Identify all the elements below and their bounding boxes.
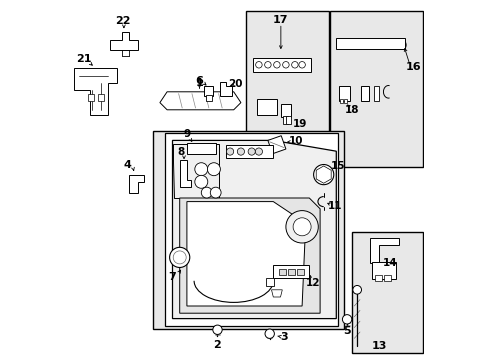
Polygon shape [179,160,190,187]
Bar [246,11,328,167]
Circle shape [237,148,244,155]
Circle shape [313,165,333,185]
Polygon shape [160,92,241,110]
Bar [339,86,349,101]
Circle shape [255,148,262,155]
Text: 11: 11 [327,201,342,211]
Bar [88,94,94,101]
Bar [253,58,310,72]
Text: 14: 14 [382,258,397,268]
Polygon shape [73,68,117,115]
Text: 21: 21 [77,54,92,64]
Text: 3: 3 [280,332,287,342]
Circle shape [207,163,220,176]
Bar [257,99,276,115]
Circle shape [285,211,318,243]
Text: 17: 17 [273,15,288,25]
Text: 2: 2 [213,340,221,350]
Text: 4: 4 [123,160,131,170]
Text: 10: 10 [288,136,302,146]
Polygon shape [129,175,143,193]
Bar [98,94,104,101]
Circle shape [317,169,329,180]
Bar [351,232,422,353]
Text: 12: 12 [305,278,320,288]
Circle shape [194,163,207,176]
Polygon shape [316,166,330,183]
Text: 7: 7 [167,272,175,282]
Polygon shape [172,144,219,198]
Circle shape [255,62,262,68]
Polygon shape [109,32,138,50]
Polygon shape [267,136,285,154]
Text: 20: 20 [228,78,242,89]
Text: 16: 16 [405,62,421,72]
Polygon shape [179,198,320,313]
Bar [336,38,404,49]
Bar [339,99,342,103]
Circle shape [273,62,280,68]
Text: 13: 13 [371,341,386,351]
Text: 22: 22 [115,15,130,26]
Text: 5: 5 [343,326,350,336]
Bar [287,269,294,275]
Circle shape [194,175,207,188]
Circle shape [352,285,361,294]
Bar [374,275,381,281]
Polygon shape [220,82,231,96]
Bar [285,116,291,124]
Circle shape [201,187,212,198]
Bar [384,275,390,281]
Circle shape [226,148,233,155]
Circle shape [210,187,221,198]
Bar [343,99,346,103]
Text: 9: 9 [183,129,190,139]
Bar [152,131,343,329]
Circle shape [292,218,310,236]
Circle shape [264,329,274,338]
Circle shape [264,62,270,68]
Circle shape [342,315,351,324]
Circle shape [247,148,255,155]
Text: 19: 19 [292,119,307,129]
Text: 8: 8 [178,147,185,157]
Bar [371,262,395,279]
Polygon shape [370,238,399,263]
Polygon shape [186,202,305,306]
Polygon shape [280,104,291,117]
Bar [373,86,379,101]
Bar [278,269,285,275]
Bar [361,86,368,101]
Circle shape [282,62,288,68]
Text: 6: 6 [195,76,203,86]
Circle shape [291,62,298,68]
Bar [186,143,215,154]
Text: 1: 1 [195,78,203,88]
Bar [296,269,303,275]
Bar [205,95,212,101]
Circle shape [212,325,222,334]
Circle shape [169,247,189,267]
Bar [283,116,288,124]
Text: 18: 18 [344,105,358,115]
Text: 15: 15 [330,161,345,171]
Circle shape [298,62,305,68]
Polygon shape [165,133,337,326]
Circle shape [173,251,186,264]
Polygon shape [271,290,282,297]
Polygon shape [273,265,309,278]
Bar [265,278,273,286]
Bar [226,145,273,158]
Bar [204,86,213,96]
Bar [329,11,422,167]
Polygon shape [172,140,336,319]
